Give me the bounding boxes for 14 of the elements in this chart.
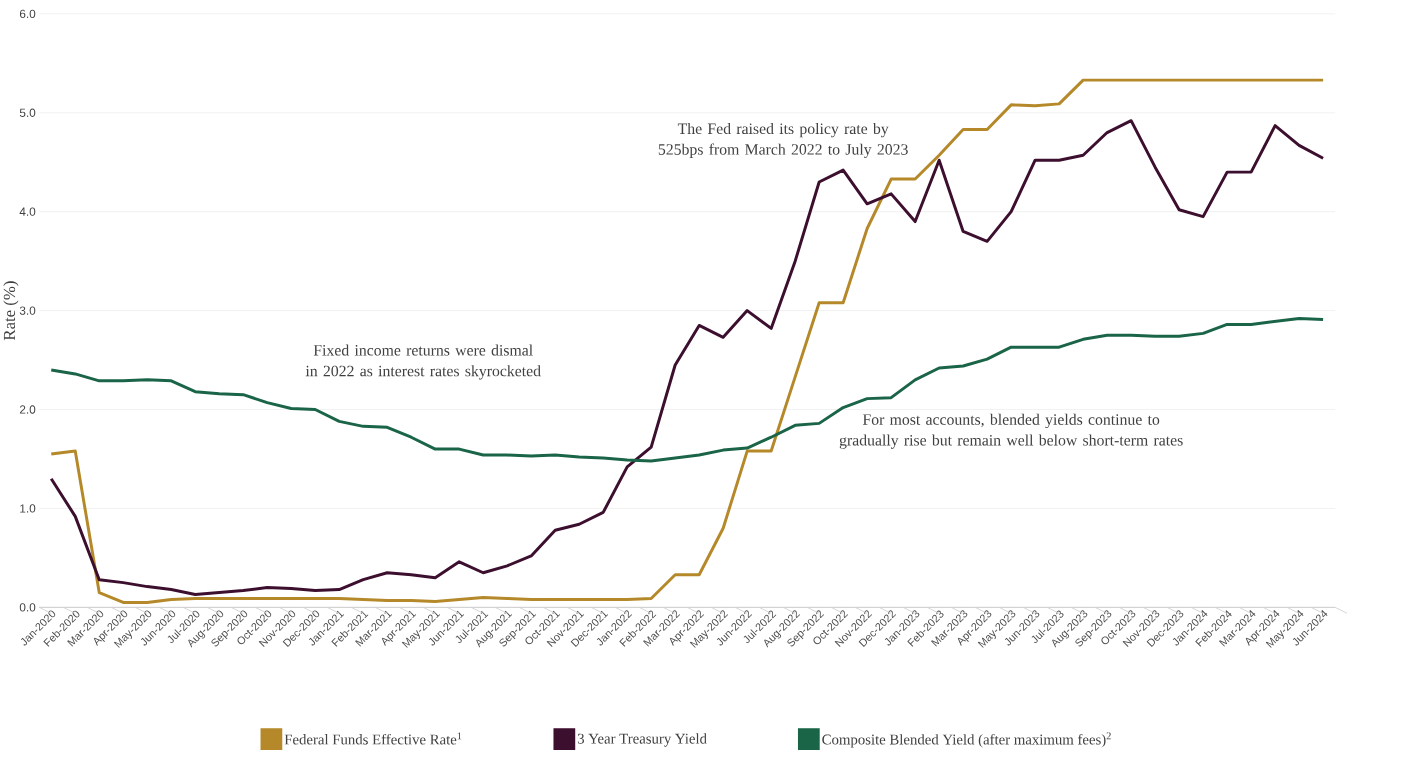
y-tick-label: 5.0 [19, 108, 36, 117]
y-axis-title: Rate (%) [3, 281, 19, 340]
y-tick-label: 2.0 [19, 405, 36, 414]
y-tick-label: 0.0 [19, 602, 36, 612]
annotation: Fixed income returns were dismal in 2022 as interest rates skyrocketed [305, 344, 541, 380]
y-tick-label: 1.0 [20, 504, 36, 513]
annotation: For most accounts, blended yields continue to gradually rise but remain well below short-term rates [839, 413, 1183, 449]
annotation: The Fed raised its policy rate by 525bps from March 2022 to July 2023 [658, 122, 908, 158]
legend-label: Federal Funds Effective Rate$^{1}$ [284, 732, 462, 745]
y-tick-label: 3.0 [19, 306, 36, 315]
y-tick-label: 4.0 [19, 207, 36, 216]
y-tick-label: 6.0 [19, 9, 36, 18]
legend-label: 3 Year Treasury Yield [577, 733, 707, 747]
legend-label: Composite Blended Yield (after maximum fees)$^{2}$ [822, 732, 1111, 748]
